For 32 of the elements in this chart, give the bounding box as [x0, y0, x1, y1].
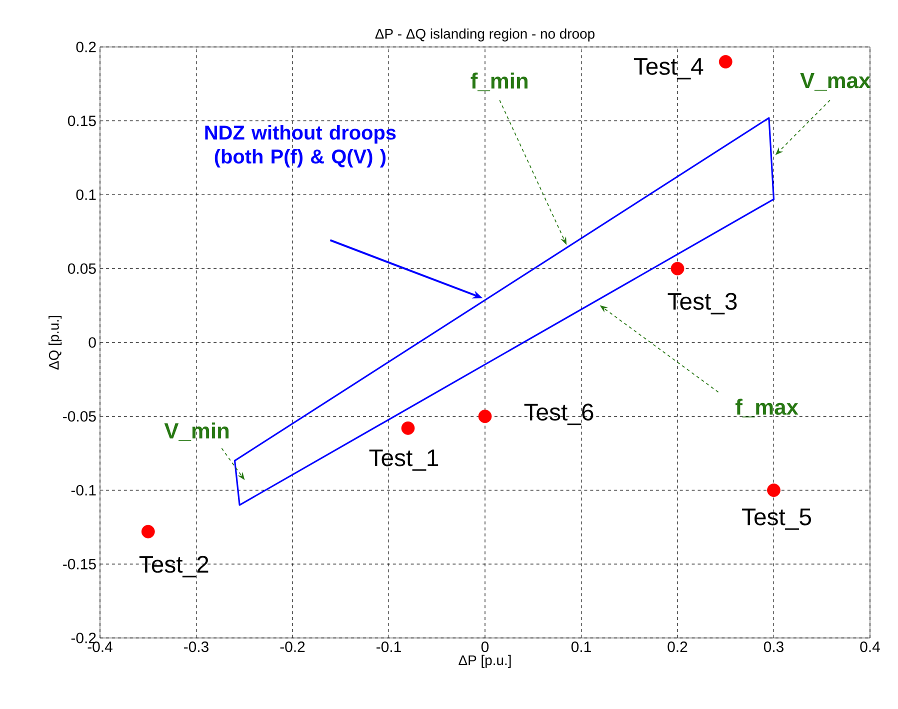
x-tick-label: 0: [481, 642, 489, 652]
chart-title: ΔP - ΔQ islanding region - no droop: [375, 28, 594, 42]
annotation: Test_2: [139, 556, 208, 578]
x-tick-label: -0.2: [280, 642, 305, 652]
annotation: Test_6: [524, 404, 594, 426]
y-tick-label: 0.15: [68, 116, 96, 126]
annotation: f_min: [470, 72, 528, 92]
annotation: Test_3: [668, 292, 737, 314]
annotation: V_min: [164, 422, 229, 441]
annotation: f_max: [736, 398, 798, 418]
annotation: V_max: [800, 72, 871, 91]
x-tick-label: 0.1: [571, 642, 591, 652]
annotation: Test_5: [742, 508, 811, 530]
annotation: Test_4: [634, 58, 704, 80]
y-tick-label: 0.05: [68, 263, 96, 274]
y-tick-label: 0.2: [76, 42, 96, 52]
x-tick-label: -0.4: [88, 642, 112, 652]
y-tick-label: 0.1: [76, 189, 96, 200]
x-tick-label: -0.1: [376, 642, 401, 652]
y-axis-title: ΔQ [p.u.]: [48, 316, 62, 370]
x-tick-label: 0.3: [764, 642, 784, 652]
x-tick-label: 0.2: [668, 642, 688, 652]
y-tick-label: 0: [88, 337, 96, 348]
y-tick-label: -0.1: [71, 484, 96, 496]
x-axis-title: ΔP [p.u.]: [458, 654, 511, 668]
y-tick-label: -0.05: [63, 411, 96, 422]
annotation: NDZ without droops (both P(f) & Q(V) ): [205, 125, 396, 168]
y-tick-label: -0.15: [63, 558, 96, 570]
y-tick-label: -0.2: [71, 632, 96, 644]
x-tick-label: -0.3: [184, 642, 208, 652]
x-tick-label: 0.4: [860, 642, 880, 652]
annotation: Test_1: [369, 450, 438, 471]
